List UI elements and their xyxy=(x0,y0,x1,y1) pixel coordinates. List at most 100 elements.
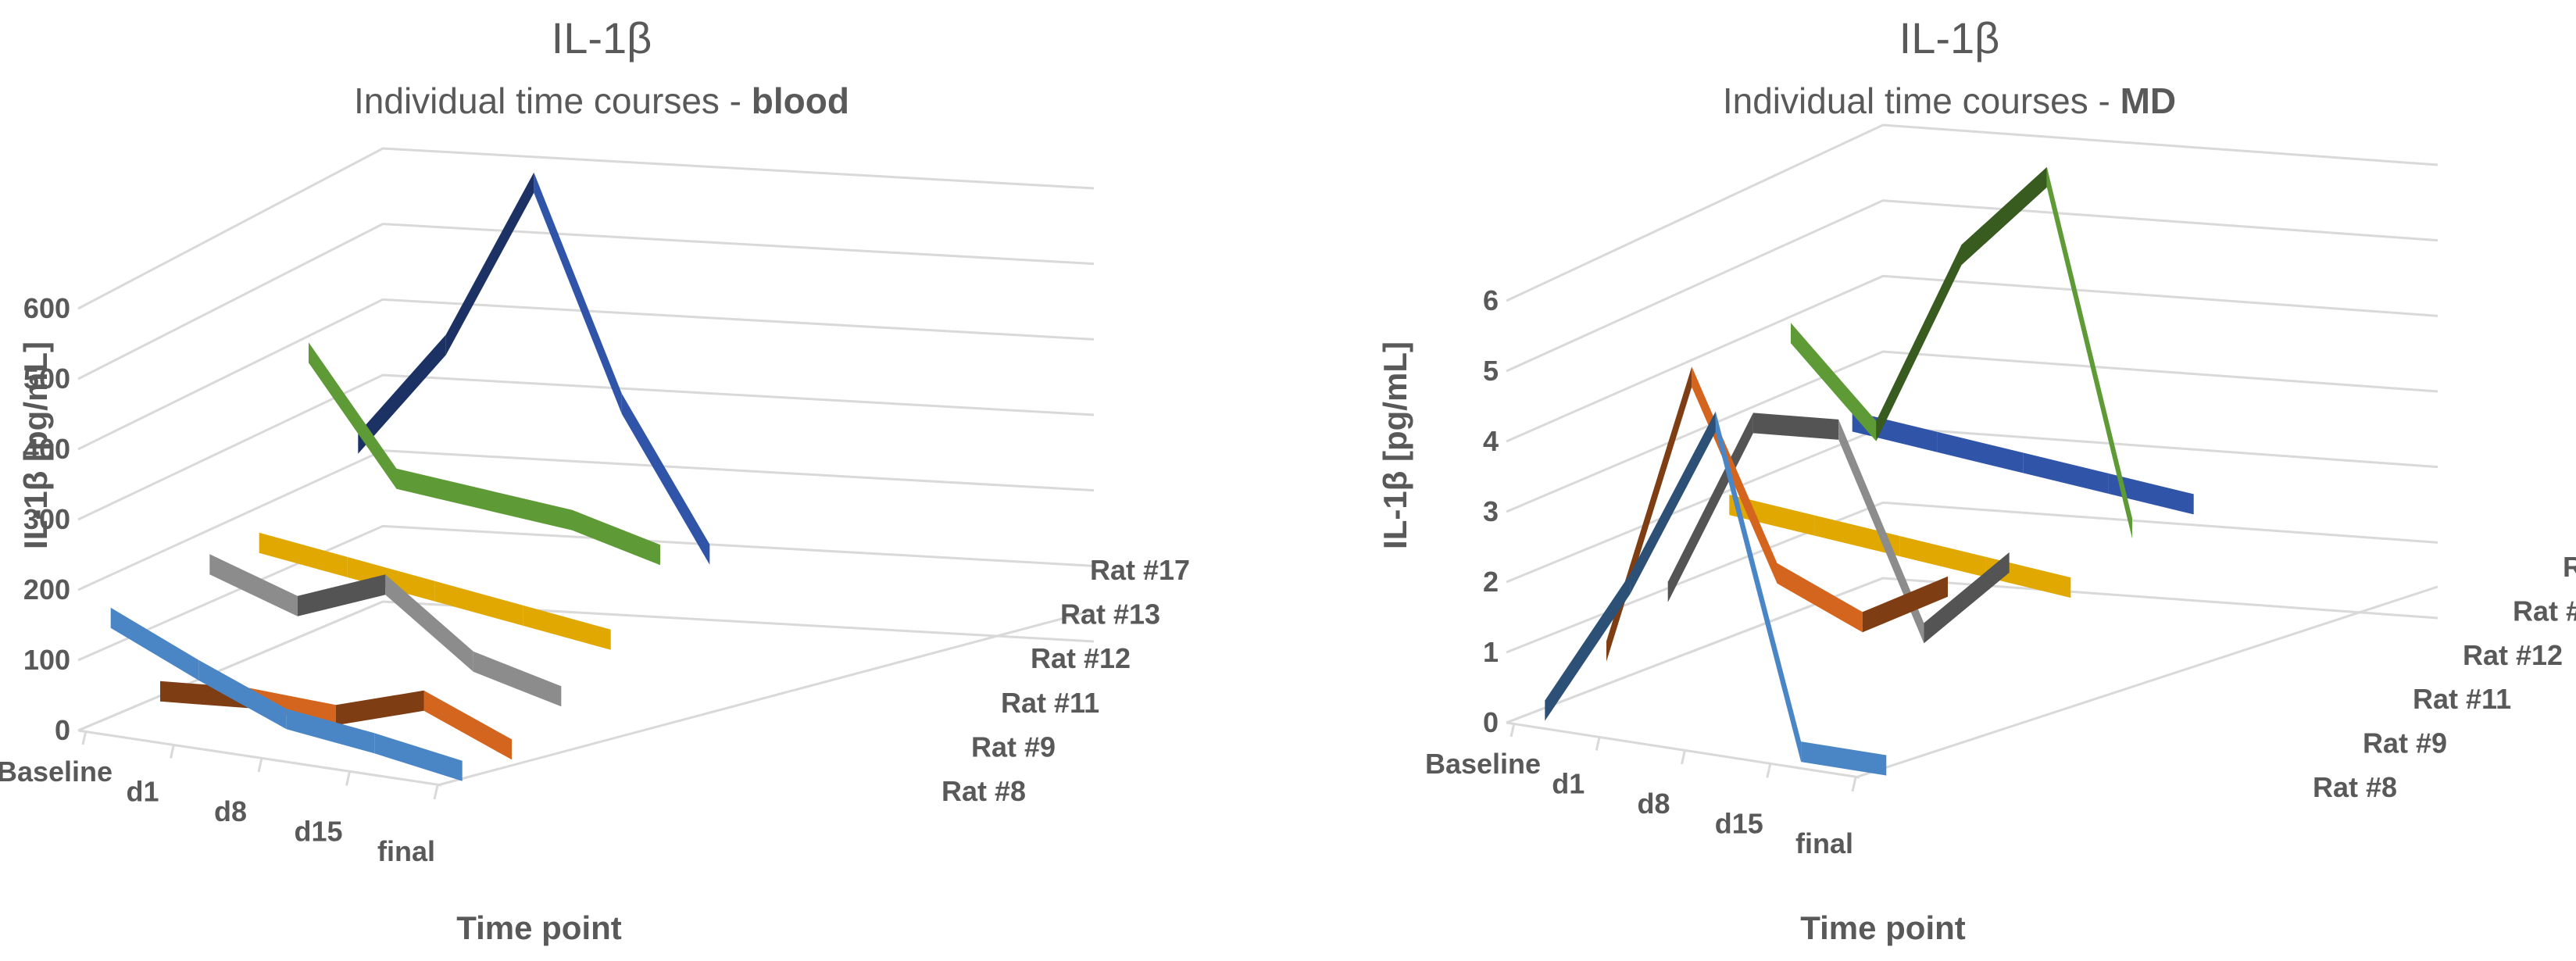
chart-blood: IL-1β Individual time courses - blood 0 100… xyxy=(0,13,1190,946)
chart-md: IL-1β Individual time courses - MD 0 1 2 3 4 5 6… xyxy=(1377,13,2576,946)
series-label: Rat #12 xyxy=(1031,642,1131,674)
ribbon-segment xyxy=(259,532,348,577)
ribbon-segment xyxy=(1630,411,1716,595)
y-tick-label: 0 xyxy=(55,714,70,746)
ribbon-segment xyxy=(1715,411,1802,763)
y-tick-label: 100 xyxy=(23,644,70,676)
ribbon-segment xyxy=(209,554,298,616)
series-label: Rat #17 xyxy=(1090,554,1190,586)
series-ribbon xyxy=(259,532,611,650)
x-tick-mark xyxy=(1595,736,1601,751)
series-ribbon xyxy=(110,607,463,781)
ribbon-segment xyxy=(198,659,287,730)
y-tick-label: 3 xyxy=(1483,495,1499,527)
series-ribbon xyxy=(358,172,710,565)
gridline xyxy=(77,373,1095,521)
y-tick-label: 2 xyxy=(1483,566,1499,598)
ribbon-segment xyxy=(2108,473,2194,515)
series-label: Rat #13 xyxy=(2513,595,2576,627)
ribbon-segment xyxy=(534,172,622,414)
x-tick-label: d1 xyxy=(126,776,159,808)
ribbon-segment xyxy=(423,690,512,760)
y-tick-label: 0 xyxy=(1483,706,1499,738)
x-tick-label: d15 xyxy=(1715,808,1763,840)
gridline xyxy=(1506,274,2438,443)
x-tick-mark xyxy=(1851,777,1857,792)
x-tick-mark xyxy=(81,730,88,745)
series-label: Rat #11 xyxy=(1001,687,1099,719)
ribbon-segment xyxy=(434,581,523,626)
ribbon-segment xyxy=(1838,419,1924,644)
ribbon-segment xyxy=(484,489,573,531)
ribbon-segment xyxy=(1961,166,2047,266)
ribbon-segment xyxy=(572,509,660,566)
y-tick-label: 6 xyxy=(1483,284,1499,316)
ribbon-segment xyxy=(445,172,534,355)
x-tick-mark xyxy=(170,744,175,759)
ribbon-segment xyxy=(2046,166,2132,539)
gridline xyxy=(77,147,1095,310)
series-label: Rat #8 xyxy=(941,775,1026,807)
ribbon-segment xyxy=(1876,245,1962,441)
y-tick-label: 200 xyxy=(23,573,70,606)
y-tick-label: 1 xyxy=(1483,636,1499,668)
y-tick-label: 500 xyxy=(23,363,70,395)
series-ribbon xyxy=(1545,411,1887,776)
chart-subtitle-bold: MD xyxy=(2120,80,2177,121)
gridline xyxy=(1506,123,2438,302)
ribbon-segment xyxy=(358,334,446,454)
y-tick-label: 5 xyxy=(1483,355,1499,387)
ribbon-segment xyxy=(297,574,386,616)
ribbon-segment xyxy=(1924,552,2010,644)
ribbon-segment xyxy=(374,733,463,781)
chart-subtitle-prefix: Individual time courses - xyxy=(1723,80,2120,121)
x-tick-mark xyxy=(433,784,439,800)
series-label: Rat #13 xyxy=(1060,598,1160,631)
series-label: Rat #8 xyxy=(2313,771,2397,803)
x-tick-mark xyxy=(1510,722,1516,738)
series-ribbon xyxy=(1791,166,2132,539)
x-tick-label: d1 xyxy=(1552,768,1585,800)
ribbon-segment xyxy=(347,556,435,602)
ribbon-segment xyxy=(1937,431,2024,473)
series-label: Rat #9 xyxy=(971,731,1056,763)
y-tick-label: 400 xyxy=(23,433,70,465)
y-axis-title: IL-1β [pg/mL] xyxy=(17,341,54,549)
ribbon-segment xyxy=(110,607,199,681)
ribbon-segment xyxy=(336,690,424,726)
ribbon-segment xyxy=(473,651,562,707)
series-label: Rat #17 xyxy=(2563,551,2576,583)
ribbon-segment xyxy=(1545,573,1631,721)
floor-left-edge xyxy=(77,600,384,732)
ribbon-segment xyxy=(1791,323,1877,441)
y-tick-label: 300 xyxy=(23,503,70,535)
series-label: Rat #12 xyxy=(2463,639,2563,671)
ribbon-segment xyxy=(396,468,484,510)
x-tick-label: final xyxy=(377,835,435,867)
floor-front-edge xyxy=(77,729,442,787)
gridline xyxy=(77,298,1095,451)
chart-subtitle-bold: blood xyxy=(752,80,849,121)
x-tick-label: final xyxy=(1795,827,1853,859)
series-ribbon xyxy=(209,554,562,707)
series-label: Rat #9 xyxy=(2363,727,2447,759)
ribbon-segment xyxy=(1752,413,1839,440)
x-tick-label: d8 xyxy=(1637,788,1670,820)
ribbon-segment xyxy=(621,393,710,565)
chart-title: IL-1β xyxy=(552,13,652,63)
x-tick-label: d15 xyxy=(294,816,342,848)
ribbon-segment xyxy=(1777,563,1863,633)
series-ribbon xyxy=(160,681,512,760)
x-tick-mark xyxy=(1681,749,1686,765)
ribbon-segment xyxy=(2023,452,2109,494)
gridline xyxy=(77,223,1095,380)
floor-side-edge xyxy=(1855,585,2438,779)
x-tick-mark xyxy=(257,757,263,773)
chart-subtitle: Individual time courses - blood xyxy=(354,80,849,121)
ribbon-segment xyxy=(309,342,397,489)
gridline xyxy=(77,524,1095,662)
ribbon-segment xyxy=(1814,515,1900,557)
y-tick-label: 4 xyxy=(1483,425,1499,457)
x-tick-label: Baseline xyxy=(1425,748,1541,780)
